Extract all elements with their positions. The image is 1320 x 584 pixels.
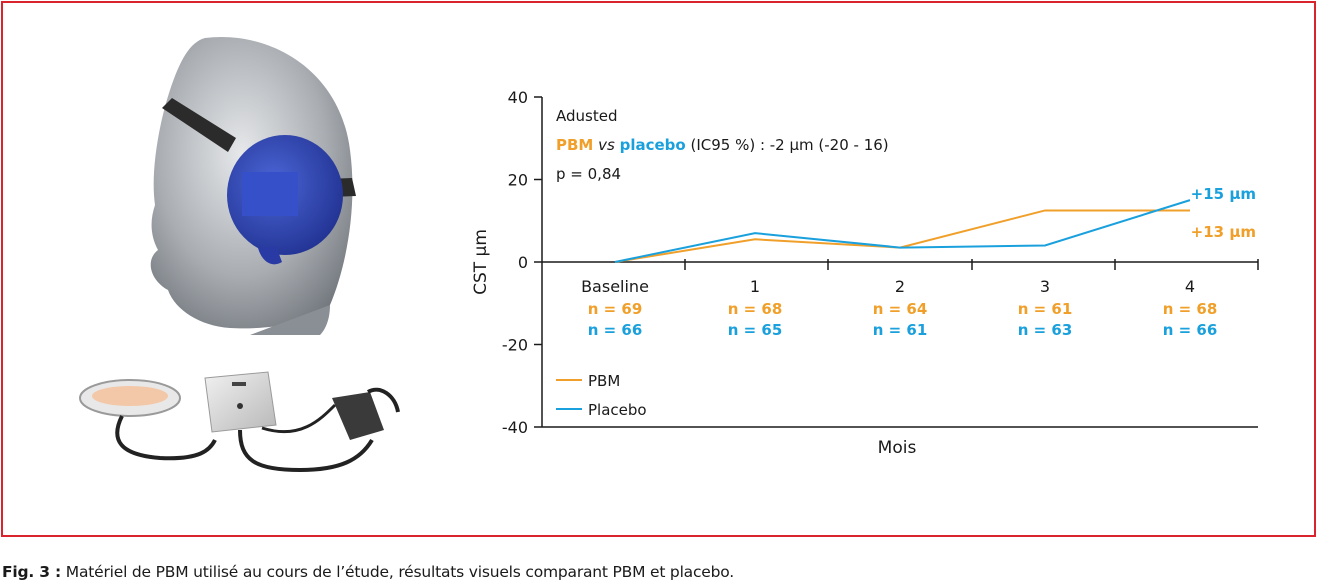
chart-legend: PBM Placebo [556,372,647,419]
head-mask-image [150,36,356,335]
pbm-device-image [79,371,400,473]
y-tick-label: 40 [508,88,528,107]
caption-label: Fig. 3 : [2,563,62,581]
y-tick-label: 20 [508,171,528,190]
series-line-pbm [614,209,1190,263]
y-axis-label: CST µm [471,229,491,295]
chart-series [614,199,1191,263]
y-tick-label: 0 [518,253,528,272]
end-label-pbm: +13 µm [1191,223,1256,241]
cst-line-chart: CST µm Mois Adusted PBM vs placebo (IC95… [471,88,1259,458]
series-line-placebo [614,199,1191,263]
sample-size-pbm: n = 68 [1163,300,1218,318]
sample-size-placebo: n = 63 [1018,321,1073,339]
annotation-vs: vs [593,136,619,154]
x-category-label: 2 [895,277,905,296]
x-category-label: Baseline [581,277,649,296]
annotation-comparison: PBM vs placebo (IC95 %) : -2 µm (-20 - 1… [556,136,889,154]
x-category-label: 4 [1185,277,1195,296]
legend-label-placebo: Placebo [588,401,647,419]
sample-size-placebo: n = 66 [588,321,643,339]
y-tick-label: -20 [502,336,528,355]
annotation-placebo: placebo [620,136,686,154]
sample-size-placebo: n = 65 [728,321,783,339]
figure-caption: Fig. 3 : Matériel de PBM utilisé au cour… [2,563,734,581]
sample-size-pbm: n = 61 [1018,300,1073,318]
legend-label-pbm: PBM [588,372,620,390]
chart-annotation: Adusted PBM vs placebo (IC95 %) : -2 µm … [556,107,889,183]
annotation-pbm: PBM [556,136,593,154]
x-category-label: 1 [750,277,760,296]
figure-frame [1,1,1316,537]
annotation-ci: (IC95 %) : -2 µm (-20 - 16) [686,136,889,154]
end-label-placebo: +15 µm [1191,185,1256,203]
caption-text: Matériel de PBM utilisé au cours de l’ét… [61,563,735,581]
chart-axes: 40 20 0 -20 -40 [502,88,1259,437]
sample-size-pbm: n = 69 [588,300,643,318]
x-axis-label: Mois [878,438,917,458]
sample-size-pbm: n = 68 [728,300,783,318]
x-category-label: 3 [1040,277,1050,296]
chart-labels: Baseline 1 2 3 4 n = 69 n = 68 n = 64 n = 61 n = … [581,185,1256,339]
y-tick-label: -40 [502,418,528,437]
illustration-panel [79,36,400,473]
sample-size-placebo: n = 61 [873,321,928,339]
sample-size-pbm: n = 64 [873,300,928,318]
annotation-adjusted: Adusted [556,107,617,125]
sample-size-placebo: n = 66 [1163,321,1218,339]
annotation-pvalue: p = 0,84 [556,165,621,183]
